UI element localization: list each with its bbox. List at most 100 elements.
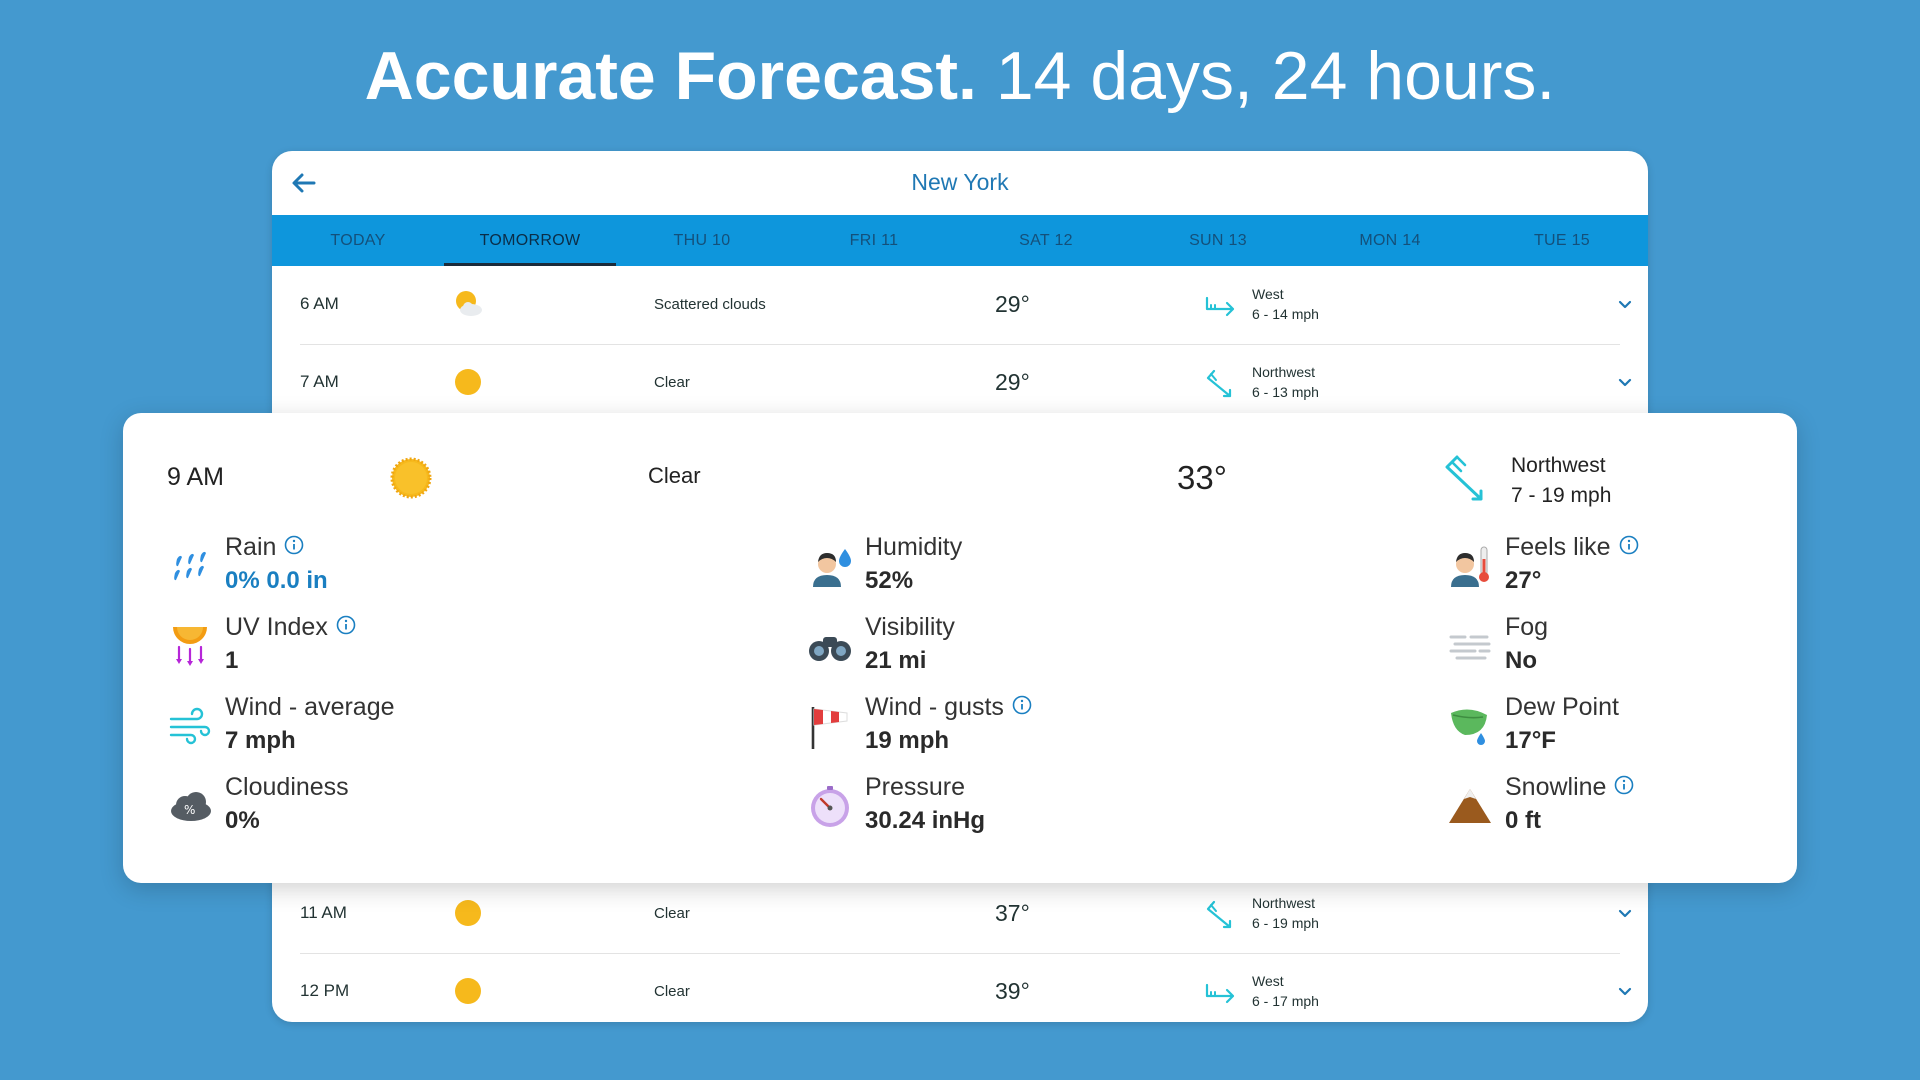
svg-text:%: % [184, 803, 195, 817]
row-condition: Clear [654, 905, 690, 922]
hour-detail-card[interactable]: 9 AM Clear 33° Northwest 7 - 19 mph Rain… [123, 413, 1797, 883]
wind-west-icon [1205, 296, 1235, 317]
metric-dew-point: Dew Point 17°F [1447, 693, 1867, 757]
hour-row[interactable]: 12 PM Clear 39° West 6 - 17 mph [300, 953, 1632, 1022]
row-temp: 29° [995, 369, 1030, 395]
metric-fog: Fog No [1447, 613, 1867, 677]
chevron-down-icon[interactable] [1616, 905, 1634, 923]
metric-value: 27° [1505, 567, 1542, 594]
sun-icon [390, 457, 432, 499]
tab-sat-12[interactable]: SAT 12 [1019, 232, 1073, 249]
metric-snowline: Snowline 0 ft [1447, 773, 1867, 837]
tab-today[interactable]: TODAY [330, 232, 386, 249]
info-icon[interactable] [284, 535, 304, 555]
row-temp: 29° [995, 291, 1030, 317]
metric-label: Wind - gusts [865, 693, 1032, 722]
wind-west-icon [1205, 983, 1235, 1004]
metric-pressure: Pressure 30.24 inHg [807, 773, 1227, 837]
wind-lines-icon [169, 707, 211, 745]
metric-uv-index: UV Index 1 [167, 613, 587, 677]
day-tabs: TODAY TOMORROW THU 10 FRI 11 SAT 12 SUN … [272, 215, 1648, 266]
detail-temp: 33° [1177, 459, 1227, 496]
cloud-percent-icon: % [171, 792, 211, 821]
metric-label: Snowline [1505, 773, 1634, 802]
metric-label: Wind - average [225, 693, 395, 721]
hour-row[interactable]: 11 AM Clear 37° Northwest 6 - 19 mph [300, 875, 1632, 954]
metric-cloudiness: % Cloudiness 0% [167, 773, 587, 837]
row-wind-direction: West [1252, 286, 1284, 302]
metric-label: UV Index [225, 613, 356, 642]
chevron-down-icon[interactable] [1616, 983, 1634, 1001]
wind-northwest-icon [1206, 369, 1232, 398]
metric-rain: Rain 0% 0.0 in [167, 533, 587, 597]
info-icon[interactable] [336, 615, 356, 635]
tab-fri-11[interactable]: FRI 11 [849, 232, 899, 249]
tab-sun-13[interactable]: SUN 13 [1189, 232, 1247, 249]
metric-value: 1 [225, 647, 239, 674]
row-temp: 37° [995, 900, 1030, 926]
thermometer-person-icon [1451, 546, 1489, 587]
metric-label: Cloudiness [225, 773, 349, 801]
back-arrow-icon[interactable] [286, 165, 322, 201]
top-bar: New York [272, 151, 1648, 215]
metric-value: No [1505, 647, 1537, 674]
metric-visibility: Visibility 21 mi [807, 613, 1227, 677]
headline-bold: Accurate Forecast. [364, 38, 977, 114]
row-wind-direction: Northwest [1252, 364, 1316, 380]
detail-wind: Northwest 7 - 19 mph [1511, 451, 1611, 511]
row-wind-direction: Northwest [1252, 895, 1316, 911]
rain-drops-icon [174, 551, 206, 581]
metric-value: 17°F [1505, 727, 1556, 754]
row-time: 11 AM [300, 903, 347, 922]
fog-icon [1449, 635, 1491, 660]
row-time: 6 AM [300, 294, 339, 313]
metric-label: Feels like [1505, 533, 1639, 562]
row-condition: Clear [654, 983, 690, 1000]
partly-cloudy-icon [456, 291, 482, 316]
mountain-icon [1449, 789, 1491, 823]
metric-value: 0% [225, 807, 260, 834]
headline-light: 14 days, 24 hours. [976, 38, 1556, 114]
hour-row[interactable]: 6 AM Scattered clouds 29° West 6 - 14 mp… [300, 266, 1632, 345]
row-condition: Scattered clouds [654, 296, 766, 313]
metric-value: 30.24 inHg [865, 807, 986, 834]
row-time: 12 PM [300, 981, 350, 1000]
row-wind-speed: 6 - 17 mph [1252, 993, 1319, 1009]
row-wind-speed: 6 - 14 mph [1252, 306, 1319, 322]
chevron-down-icon[interactable] [1616, 296, 1634, 314]
metric-wind-gusts: Wind - gusts 19 mph [807, 693, 1227, 757]
binoculars-icon [809, 637, 851, 661]
barometer-icon [811, 786, 849, 827]
city-title: New York [911, 169, 1009, 195]
metric-value: 7 mph [225, 727, 296, 754]
info-icon[interactable] [1614, 775, 1634, 795]
tab-tue-15[interactable]: TUE 15 [1533, 232, 1591, 249]
info-icon[interactable] [1619, 535, 1639, 555]
metric-wind-average: Wind - average 7 mph [167, 693, 587, 757]
metric-value: 0 ft [1505, 807, 1541, 834]
metric-feels-like: Feels like 27° [1447, 533, 1867, 597]
metric-humidity: Humidity 52% [807, 533, 1227, 597]
row-condition: Clear [654, 374, 690, 391]
row-wind: West 6 - 14 mph [1252, 284, 1319, 324]
detail-wind-speed: 7 - 19 mph [1511, 484, 1612, 507]
row-wind-speed: 6 - 13 mph [1252, 384, 1319, 400]
metric-value: 0% 0.0 in [225, 567, 328, 594]
row-wind-direction: West [1252, 973, 1284, 989]
sun-icon [455, 978, 481, 1004]
tab-thu-10[interactable]: THU 10 [673, 232, 731, 249]
detail-wind-direction: Northwest [1511, 454, 1606, 477]
metric-label: Humidity [865, 533, 963, 561]
uv-index-icon [173, 627, 207, 666]
hour-row[interactable]: 7 AM Clear 29° Northwest 6 - 13 mph [300, 344, 1632, 423]
metric-value: 19 mph [865, 727, 950, 754]
chevron-down-icon[interactable] [1616, 374, 1634, 392]
row-wind: Northwest 6 - 13 mph [1252, 362, 1319, 402]
metric-label: Fog [1505, 613, 1549, 641]
tab-tomorrow[interactable]: TOMORROW [444, 215, 616, 266]
metric-label: Rain [225, 533, 304, 562]
metric-value: 21 mi [865, 647, 927, 674]
info-icon[interactable] [1012, 695, 1032, 715]
metric-label: Pressure [865, 773, 966, 801]
tab-mon-14[interactable]: MON 14 [1359, 232, 1421, 249]
